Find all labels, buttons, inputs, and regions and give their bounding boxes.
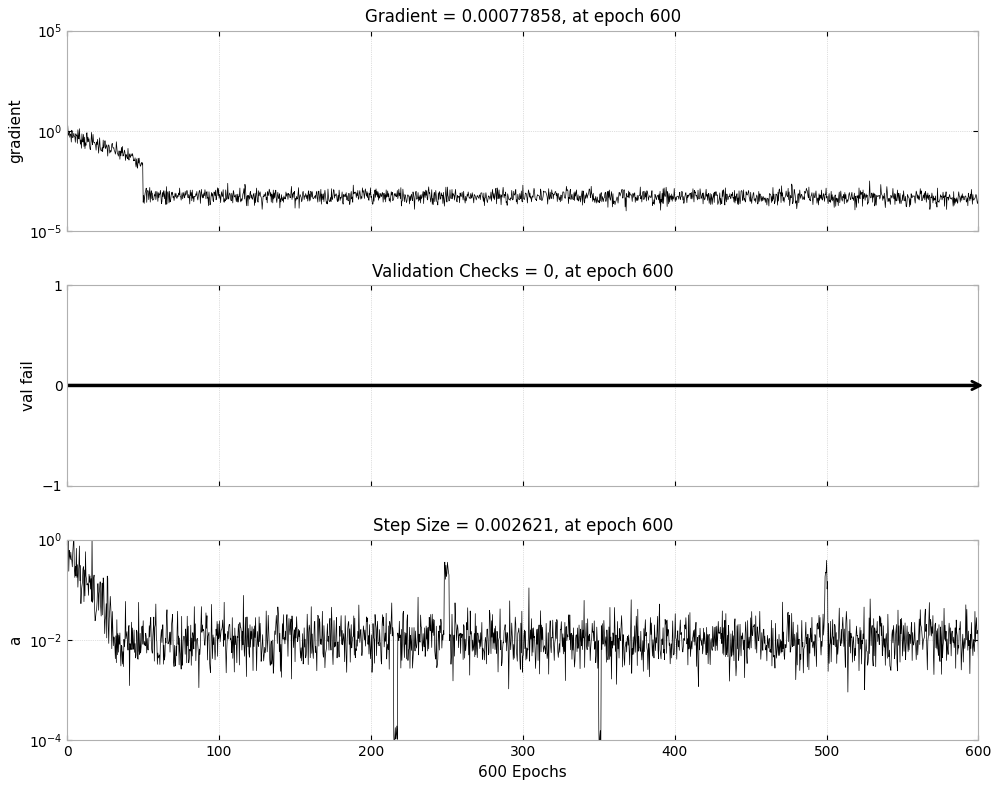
- Title: Step Size = 0.002621, at epoch 600: Step Size = 0.002621, at epoch 600: [373, 518, 673, 535]
- Y-axis label: val fail: val fail: [21, 360, 36, 411]
- Y-axis label: a: a: [8, 635, 23, 645]
- Y-axis label: gradient: gradient: [8, 98, 23, 163]
- Title: Validation Checks = 0, at epoch 600: Validation Checks = 0, at epoch 600: [372, 263, 674, 281]
- Title: Gradient = 0.00077858, at epoch 600: Gradient = 0.00077858, at epoch 600: [365, 9, 681, 26]
- X-axis label: 600 Epochs: 600 Epochs: [478, 764, 567, 779]
